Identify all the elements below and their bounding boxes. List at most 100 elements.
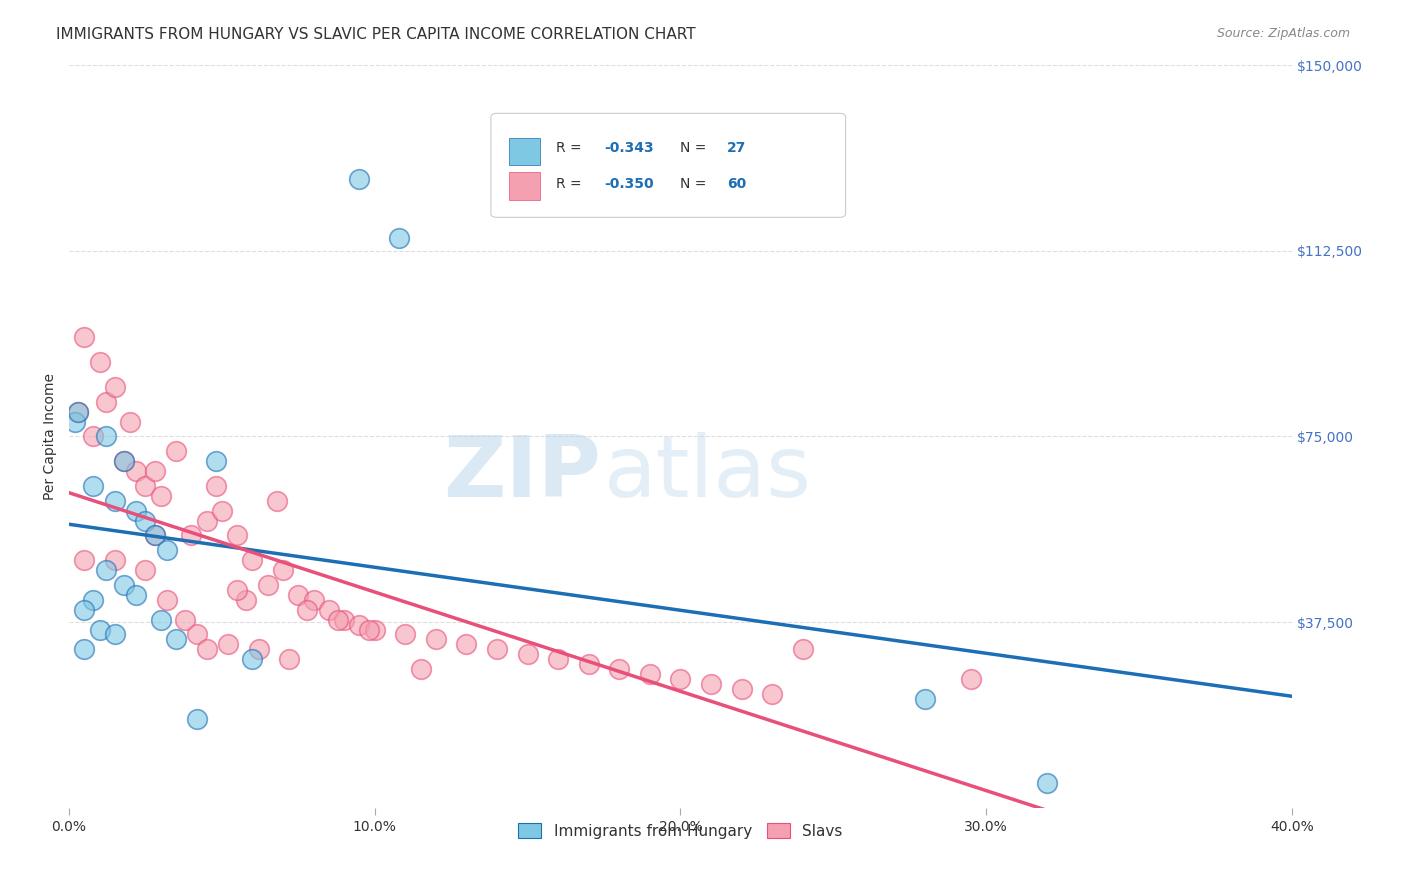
Point bbox=[82, 479, 104, 493]
Point bbox=[302, 592, 325, 607]
Legend: Immigrants from Hungary, Slavs: Immigrants from Hungary, Slavs bbox=[512, 816, 849, 845]
Point bbox=[165, 444, 187, 458]
Point bbox=[82, 429, 104, 443]
Text: -0.350: -0.350 bbox=[605, 177, 654, 191]
Text: R =: R = bbox=[555, 141, 586, 155]
Point bbox=[112, 578, 135, 592]
Point bbox=[349, 172, 371, 186]
Point bbox=[226, 528, 249, 542]
FancyBboxPatch shape bbox=[509, 137, 540, 165]
Point bbox=[73, 553, 96, 567]
Point bbox=[247, 642, 270, 657]
Point bbox=[134, 563, 156, 577]
Point bbox=[516, 647, 538, 661]
Point bbox=[485, 642, 508, 657]
Y-axis label: Per Capita Income: Per Capita Income bbox=[44, 373, 58, 500]
Point bbox=[104, 627, 127, 641]
Point bbox=[186, 712, 208, 726]
Point bbox=[349, 617, 371, 632]
Point bbox=[297, 603, 319, 617]
Point bbox=[94, 394, 117, 409]
Point bbox=[235, 592, 257, 607]
Text: -0.343: -0.343 bbox=[605, 141, 654, 155]
Point bbox=[73, 642, 96, 657]
Point bbox=[700, 677, 723, 691]
Point bbox=[120, 415, 142, 429]
Point bbox=[104, 553, 127, 567]
Point bbox=[89, 623, 111, 637]
Point bbox=[425, 632, 447, 647]
Point bbox=[67, 405, 90, 419]
FancyBboxPatch shape bbox=[509, 172, 540, 201]
Point bbox=[242, 553, 264, 567]
Point bbox=[792, 642, 814, 657]
Point bbox=[73, 330, 96, 344]
Point bbox=[456, 637, 478, 651]
Text: N =: N = bbox=[681, 141, 711, 155]
Point bbox=[180, 528, 202, 542]
Point bbox=[217, 637, 239, 651]
Point bbox=[266, 493, 288, 508]
Point bbox=[67, 405, 90, 419]
Point bbox=[104, 380, 127, 394]
Point bbox=[333, 613, 356, 627]
Point bbox=[607, 662, 630, 676]
Point bbox=[318, 603, 340, 617]
Point bbox=[112, 454, 135, 468]
Point bbox=[143, 528, 166, 542]
Point bbox=[125, 588, 148, 602]
Point bbox=[195, 642, 218, 657]
Point bbox=[271, 563, 294, 577]
Point bbox=[73, 603, 96, 617]
Point bbox=[730, 681, 752, 696]
Point bbox=[174, 613, 197, 627]
Text: ZIP: ZIP bbox=[443, 432, 600, 515]
Point bbox=[82, 592, 104, 607]
Point bbox=[186, 627, 208, 641]
Point bbox=[363, 623, 385, 637]
Text: 60: 60 bbox=[727, 177, 747, 191]
Point bbox=[394, 627, 416, 641]
Point bbox=[143, 528, 166, 542]
Point bbox=[204, 479, 226, 493]
Point bbox=[226, 582, 249, 597]
Point bbox=[134, 479, 156, 493]
Point bbox=[165, 632, 187, 647]
Point bbox=[388, 231, 411, 245]
Text: 27: 27 bbox=[727, 141, 747, 155]
Point bbox=[287, 588, 309, 602]
Point bbox=[125, 504, 148, 518]
Point bbox=[125, 464, 148, 478]
Point bbox=[104, 493, 127, 508]
Point bbox=[1036, 776, 1059, 790]
Point bbox=[211, 504, 233, 518]
Point bbox=[578, 657, 600, 672]
Point bbox=[761, 687, 783, 701]
Point bbox=[149, 489, 172, 503]
Point bbox=[143, 464, 166, 478]
Point bbox=[357, 623, 380, 637]
Text: IMMIGRANTS FROM HUNGARY VS SLAVIC PER CAPITA INCOME CORRELATION CHART: IMMIGRANTS FROM HUNGARY VS SLAVIC PER CA… bbox=[56, 27, 696, 42]
FancyBboxPatch shape bbox=[491, 113, 845, 218]
Text: Source: ZipAtlas.com: Source: ZipAtlas.com bbox=[1216, 27, 1350, 40]
Point bbox=[256, 578, 278, 592]
Point bbox=[156, 543, 179, 558]
Text: N =: N = bbox=[681, 177, 711, 191]
Point bbox=[134, 514, 156, 528]
Point bbox=[89, 355, 111, 369]
Point bbox=[326, 613, 349, 627]
Point bbox=[94, 429, 117, 443]
Text: R =: R = bbox=[555, 177, 586, 191]
Point bbox=[547, 652, 569, 666]
Point bbox=[242, 652, 264, 666]
Text: atlas: atlas bbox=[603, 432, 811, 515]
Point bbox=[278, 652, 301, 666]
Point bbox=[195, 514, 218, 528]
Point bbox=[638, 667, 661, 681]
Point bbox=[94, 563, 117, 577]
Point bbox=[409, 662, 432, 676]
Point bbox=[63, 415, 86, 429]
Point bbox=[204, 454, 226, 468]
Point bbox=[149, 613, 172, 627]
Point bbox=[669, 672, 692, 686]
